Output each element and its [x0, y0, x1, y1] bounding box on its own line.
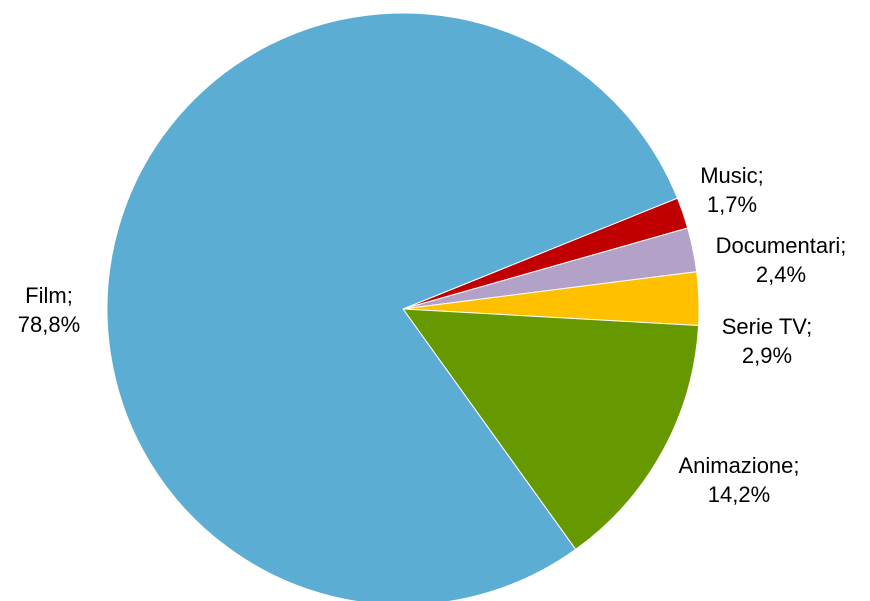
data-label-value: 2,4%: [756, 262, 806, 287]
data-label-serie-tv: Serie TV; 2,9%: [722, 314, 812, 368]
data-label-music: Music; 1,7%: [700, 163, 764, 217]
data-label-value: 1,7%: [707, 192, 757, 217]
pie-slice-film: [106, 12, 679, 601]
data-label-value: 78,8%: [18, 312, 80, 337]
data-label-documentari: Documentari; 2,4%: [716, 233, 847, 287]
data-label-film: Film; 78,8%: [18, 283, 80, 337]
data-label-name: Documentari;: [716, 233, 847, 258]
data-label-animazione: Animazione; 14,2%: [678, 453, 799, 507]
data-label-name: Serie TV;: [722, 314, 812, 339]
pie-labels: Film; 78,8% Animazione; 14,2% Serie TV; 2,9% D…: [18, 163, 847, 507]
data-label-value: 2,9%: [742, 343, 792, 368]
data-label-value: 14,2%: [708, 482, 770, 507]
data-label-name: Animazione;: [678, 453, 799, 478]
data-label-name: Music;: [700, 163, 764, 188]
data-label-name: Film;: [25, 283, 73, 308]
pie-slice-animazione: [401, 308, 700, 551]
pie-slices: [106, 12, 700, 601]
